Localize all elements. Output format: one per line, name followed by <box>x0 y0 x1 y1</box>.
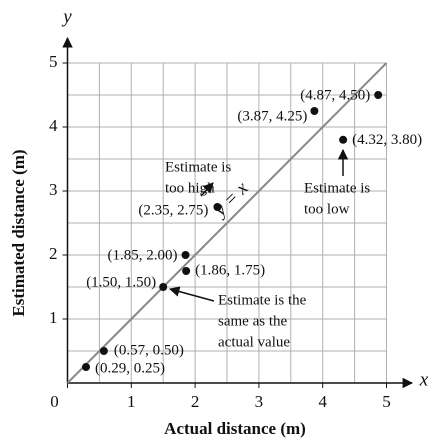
point-label: (4.87, 4.50) <box>300 87 370 103</box>
y-tick-label: 1 <box>49 308 58 327</box>
point <box>374 91 383 99</box>
y-tick-label: 4 <box>49 116 58 135</box>
x-tick-label: 3 <box>255 392 264 411</box>
x-axis-title: Actual distance (m) <box>164 419 306 438</box>
annotation-arrow <box>168 286 215 302</box>
annotation: Estimate is the <box>218 292 307 308</box>
point-label: (0.29, 0.25) <box>95 360 165 376</box>
x-tick-label: 2 <box>191 392 200 411</box>
y-axis-title: Estimated distance (m) <box>9 149 28 316</box>
y-tick-label: 5 <box>49 52 58 71</box>
grid <box>67 62 387 383</box>
x-tick-label: 4 <box>318 392 327 411</box>
point <box>159 283 168 291</box>
point <box>213 203 222 211</box>
x-tick-label: 1 <box>127 392 136 411</box>
x-tick-label: 5 <box>382 392 391 411</box>
x-tick-label: 0 <box>50 392 59 411</box>
x-symbol: x <box>419 369 429 390</box>
point <box>310 107 319 115</box>
annotation: too low <box>304 201 350 217</box>
identity-line-label: y = x <box>209 177 253 221</box>
annotation: Estimate is <box>304 180 370 196</box>
point-label: (3.87, 4.25) <box>237 108 307 124</box>
annotation: same as the <box>218 313 287 329</box>
annotation: too high <box>165 180 215 196</box>
point-label: (1.86, 1.75) <box>195 262 265 278</box>
point <box>99 347 108 355</box>
y-symbol: y <box>61 6 72 27</box>
y-tick-label: 3 <box>49 180 58 199</box>
point <box>182 267 191 275</box>
point <box>181 251 190 259</box>
point-label: (1.50, 1.50) <box>86 274 156 290</box>
point-label: (4.32, 3.80) <box>352 132 422 148</box>
identity-line <box>66 62 388 384</box>
annotation: Estimate is <box>165 159 231 175</box>
point-label: (2.35, 2.75) <box>138 202 208 218</box>
annotation: actual value <box>218 334 290 350</box>
point-label: (1.85, 2.00) <box>108 247 178 263</box>
point <box>82 363 91 371</box>
y-tick-label: 2 <box>49 244 58 263</box>
annotation-arrow <box>200 182 214 197</box>
point <box>339 135 348 144</box>
point-label: (0.57, 0.50) <box>114 342 184 358</box>
